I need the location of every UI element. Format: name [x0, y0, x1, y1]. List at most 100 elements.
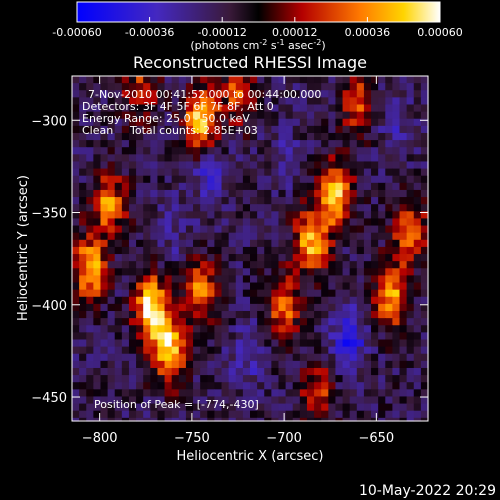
heatmap-cell [221, 90, 230, 98]
heatmap-cell [378, 83, 386, 91]
heatmap-cell [178, 353, 187, 362]
heatmap-cell [292, 311, 301, 319]
heatmap-cell [271, 204, 280, 212]
heatmap-cell [200, 118, 208, 127]
heatmap-cell [79, 232, 87, 241]
heatmap-cell [114, 261, 123, 269]
heatmap-cell [314, 346, 322, 355]
heatmap-cell [278, 132, 287, 141]
heatmap-cell [164, 375, 173, 383]
heatmap-cell [157, 396, 166, 405]
heatmap-cell [128, 268, 137, 276]
heatmap-cell [292, 132, 301, 141]
heatmap-cell [285, 111, 294, 120]
heatmap-cell [264, 254, 272, 262]
heatmap-cell [321, 161, 329, 170]
heatmap-cell [349, 353, 358, 362]
heatmap-cell [228, 104, 237, 113]
heatmap-cell [278, 161, 287, 170]
heatmap-cell [328, 83, 337, 91]
heatmap-cell [207, 182, 215, 191]
heatmap-cell [406, 232, 415, 241]
heatmap-cell [178, 417, 187, 422]
heatmap-cell [356, 268, 365, 276]
heatmap-cell [178, 296, 187, 305]
heatmap-cell [128, 147, 137, 155]
heatmap-cell [200, 76, 208, 84]
heatmap-cell [72, 125, 80, 134]
heatmap-cell [157, 289, 166, 298]
heatmap-cell [150, 197, 159, 205]
heatmap-cell [250, 311, 258, 319]
heatmap-cell [392, 353, 401, 362]
heatmap-cell [314, 318, 322, 326]
heatmap-cell [257, 125, 265, 134]
heatmap-cell [93, 367, 102, 376]
heatmap-cell [321, 132, 329, 141]
heatmap-cell [356, 403, 365, 412]
heatmap-cell [328, 261, 337, 269]
heatmap-cell [349, 83, 358, 91]
heatmap-cell [193, 282, 201, 291]
heatmap-cell [264, 410, 272, 419]
heatmap-cell [264, 318, 272, 326]
heatmap-cell [264, 261, 272, 269]
heatmap-cell [250, 275, 258, 284]
heatmap-cell [185, 375, 194, 383]
heatmap-cell [363, 282, 372, 291]
heatmap-cell [157, 211, 166, 220]
heatmap-cell [271, 147, 280, 155]
heatmap-cell [264, 161, 272, 170]
heatmap-cell [285, 239, 294, 248]
heatmap-cell [185, 218, 194, 227]
heatmap-cell [114, 410, 123, 419]
heatmap-cell [271, 211, 280, 220]
heatmap-cell [157, 382, 166, 390]
heatmap-cell [207, 396, 215, 405]
heatmap-cell [392, 254, 401, 262]
heatmap-cell [121, 97, 130, 106]
heatmap-cell [207, 346, 215, 355]
heatmap-cell [413, 90, 422, 98]
heatmap-cell [250, 97, 258, 106]
heatmap-cell [235, 204, 244, 212]
heatmap-cell [349, 318, 358, 326]
heatmap-cell [136, 161, 144, 170]
heatmap-cell [314, 147, 322, 155]
heatmap-cell [207, 232, 215, 241]
heatmap-cell [143, 204, 151, 212]
heatmap-cell [342, 239, 351, 248]
heatmap-cell [150, 254, 159, 262]
heatmap-cell [164, 367, 173, 376]
heatmap-cell [157, 311, 166, 319]
heatmap-cell [214, 296, 223, 305]
heatmap-cell [306, 197, 315, 205]
heatmap-cell [385, 254, 393, 262]
heatmap-cell [207, 168, 215, 177]
heatmap-cell [314, 289, 322, 298]
heatmap-cell [143, 147, 151, 155]
heatmap-cell [128, 254, 137, 262]
heatmap-cell [242, 132, 251, 141]
heatmap-cell [406, 97, 415, 106]
heatmap-cell [86, 161, 94, 170]
heatmap-cell [342, 232, 351, 241]
heatmap-cell [250, 83, 258, 91]
heatmap-cell [193, 132, 201, 141]
heatmap-cell [128, 417, 137, 422]
heatmap-cell [136, 225, 144, 234]
heatmap-cell [321, 282, 329, 291]
heatmap-cell [93, 275, 102, 284]
heatmap-cell [157, 346, 166, 355]
heatmap-cell [363, 218, 372, 227]
heatmap-cell [371, 204, 379, 212]
heatmap-cell [335, 339, 344, 348]
heatmap-cell [128, 339, 137, 348]
heatmap-cell [221, 161, 230, 170]
heatmap-cell [420, 76, 429, 84]
heatmap-cell [292, 225, 301, 234]
heatmap-cell [250, 254, 258, 262]
heatmap-cell [420, 90, 429, 98]
heatmap-cell [193, 353, 201, 362]
heatmap-cell [157, 360, 166, 369]
